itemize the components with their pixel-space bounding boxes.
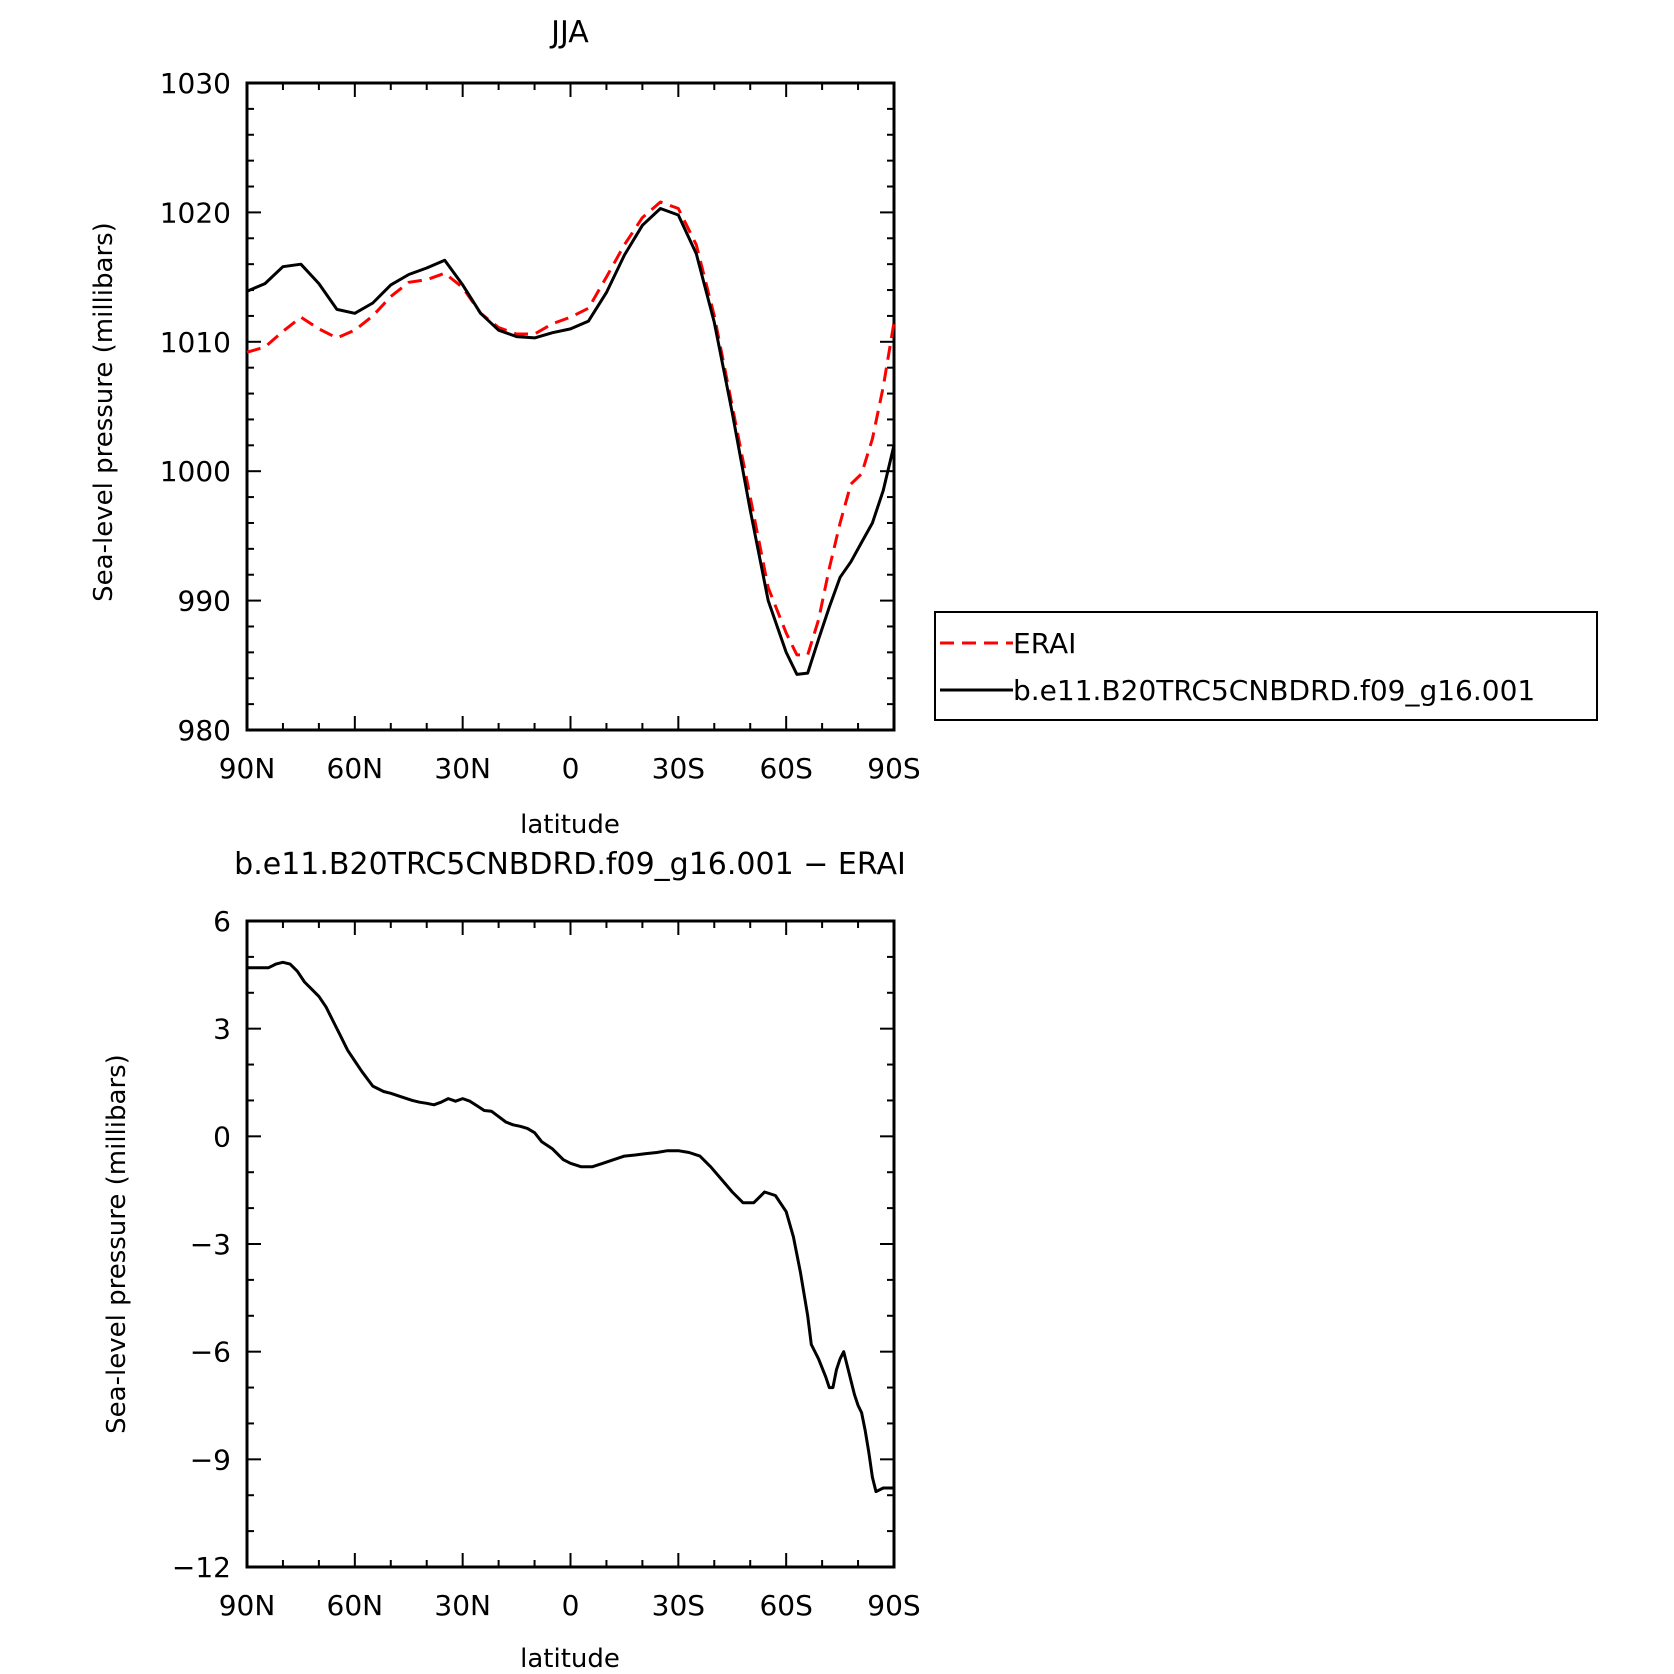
top-ytick-label: 1030 <box>160 67 231 100</box>
top-xtick-label: 30N <box>434 752 491 785</box>
bottom-xtick-label: 90N <box>219 1589 276 1622</box>
bottom-ytick-label: −9 <box>190 1443 231 1476</box>
bottom-yaxis-label: Sea-level pressure (millibars) <box>102 1054 132 1434</box>
bottom-plot-frame <box>245 919 896 1569</box>
bottom-xtick-label: 90S <box>867 1589 920 1622</box>
bottom-ytick-label: 3 <box>213 1013 231 1046</box>
bottom-series-difference-line <box>247 960 894 1494</box>
top-series-erai-line <box>246 200 896 657</box>
legend-erai-label: ERAI <box>1013 627 1076 660</box>
top-xaxis-label: latitude <box>520 810 620 840</box>
bottom-chart-title: b.e11.B20TRC5CNBDRD.f09_g16.001 − ERAI <box>234 847 906 882</box>
top-yaxis-label: Sea-level pressure (millibars) <box>89 222 119 602</box>
top-ytick-label: 1010 <box>160 326 231 359</box>
legend-model-label: b.e11.B20TRC5CNBDRD.f09_g16.001 <box>1013 674 1535 707</box>
top-series-model-line <box>246 207 896 676</box>
top-xtick-label: 90S <box>867 752 920 785</box>
top-panel: JJA 90N 60N 30N 0 30S 60S 90S 980 990 1000 1010 102… <box>89 15 1598 840</box>
top-xtick-label: 60N <box>327 752 384 785</box>
bottom-xtick-label: 60N <box>327 1589 384 1622</box>
top-plot-area: 90N 60N 30N 0 30S 60S 90S 980 990 1000 1010 1020 103… <box>160 67 921 785</box>
bottom-xtick-label: 30S <box>652 1589 705 1622</box>
bottom-xaxis-label: latitude <box>520 1644 620 1674</box>
top-xtick-label: 0 <box>562 752 580 785</box>
bottom-ytick-label: −6 <box>190 1336 231 1369</box>
bottom-plot-area: 90N 60N 30N 0 30S 60S 90S −12 −9 −6 −3 0 3 6 <box>172 905 921 1622</box>
top-xtick-label: 90N <box>219 752 276 785</box>
bottom-xtick-label: 30N <box>434 1589 491 1622</box>
legend-box <box>934 611 1598 721</box>
top-plot-frame <box>245 81 896 732</box>
top-chart-title: JJA <box>549 15 589 50</box>
top-xtick-label: 30S <box>652 752 705 785</box>
bottom-ytick-label: 6 <box>213 905 231 938</box>
legend: ERAI b.e11.B20TRC5CNBDRD.f09_g16.001 <box>934 611 1598 721</box>
bottom-ytick-label: 0 <box>213 1120 231 1153</box>
top-xtick-label: 60S <box>759 752 812 785</box>
top-ytick-label: 1020 <box>160 196 231 229</box>
top-ytick-label: 990 <box>178 585 231 618</box>
bottom-ytick-label: −12 <box>172 1551 231 1584</box>
bottom-xtick-label: 60S <box>759 1589 812 1622</box>
bottom-xtick-label: 0 <box>562 1589 580 1622</box>
top-ytick-label: 980 <box>178 714 231 747</box>
bottom-ytick-label: −3 <box>190 1228 231 1261</box>
top-ytick-label: 1000 <box>160 455 231 488</box>
bottom-panel: b.e11.B20TRC5CNBDRD.f09_g16.001 − ERAI 9… <box>102 847 921 1674</box>
